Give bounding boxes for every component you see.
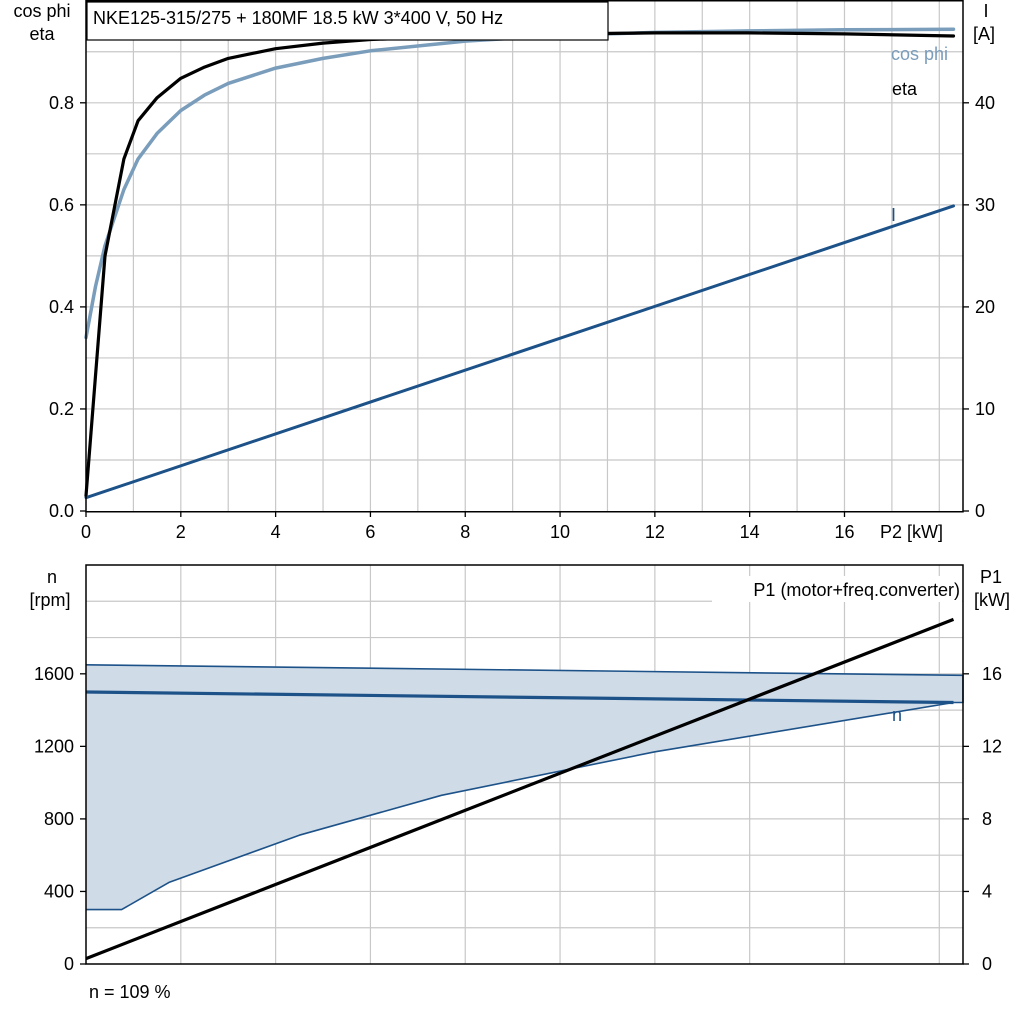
p1-axis-label-line1: P1 — [980, 567, 1002, 587]
legend-n: n — [892, 705, 902, 725]
y-left-label-line2: eta — [29, 24, 55, 44]
legend-cos-phi: cos phi — [891, 44, 948, 64]
bottom-plot-frame — [85, 564, 964, 965]
x-tick-label: 0 — [81, 522, 91, 542]
p1-label-background — [712, 576, 962, 602]
x-tick-label: 16 — [834, 522, 854, 542]
y-right-tick-label: 40 — [975, 93, 995, 113]
speed-annotation: n = 109 % — [89, 982, 171, 1002]
eta-curve — [84, 31, 956, 498]
n-tick-label: 1200 — [34, 736, 74, 756]
x-tick-label: 8 — [460, 522, 470, 542]
y-left-label-line1: cos phi — [13, 1, 70, 21]
n-tick-label: 1600 — [34, 664, 74, 684]
speed-n-line — [85, 690, 954, 705]
y-right-tick-label: 0 — [975, 501, 985, 521]
bottom-chart-panel: 0 400 800 1200 1600 0 4 8 12 16 n [rpm] P1 [kW] P… — [29, 564, 1010, 1002]
n-tick-label: 0 — [64, 954, 74, 974]
title-box — [86, 1, 609, 41]
x-tick-label: 6 — [365, 522, 375, 542]
p1-tick-label: 4 — [982, 881, 992, 901]
legend-eta: eta — [892, 79, 918, 99]
y-left-tick-label: 0.4 — [49, 297, 74, 317]
chart-title: NKE125-315/275 + 180MF 18.5 kW 3*400 V, … — [93, 8, 503, 28]
p1-tick-label: 8 — [982, 809, 992, 829]
top-plot-frame — [85, 0, 964, 513]
p1-power-line — [85, 617, 955, 961]
x-tick-label: 14 — [740, 522, 760, 542]
y-right-tick-label: 20 — [975, 297, 995, 317]
p1-tick-label: 0 — [982, 954, 992, 974]
x-tick-label: 12 — [645, 522, 665, 542]
p1-tick-label: 16 — [982, 664, 1002, 684]
x-tick-label: 4 — [271, 522, 281, 542]
y-left-tick-label: 0.8 — [49, 93, 74, 113]
n-tick-label: 400 — [44, 881, 74, 901]
n-axis-label-line1: n — [47, 567, 57, 587]
y-left-tick-label: 0.2 — [49, 399, 74, 419]
y-right-label-line1: I — [983, 1, 988, 21]
x-tick-label: 10 — [550, 522, 570, 542]
legend-p1: P1 (motor+freq.converter) — [753, 580, 960, 600]
operating-range-area — [86, 664, 963, 910]
top-chart-panel: 0 2 4 6 8 10 12 14 16 0.0 0.2 0.4 0.6 0.8 0 10 20 30 40 NK… — [13, 0, 995, 542]
y-left-tick-label: 0.6 — [49, 195, 74, 215]
n-axis-label-line2: [rpm] — [29, 590, 70, 610]
bottom-series — [85, 617, 964, 961]
top-gridlines — [86, 0, 963, 511]
p1-axis-label-line2: [kW] — [974, 590, 1010, 610]
bottom-tick-labels: 0 400 800 1200 1600 0 4 8 12 16 — [34, 664, 1002, 974]
cos-phi-curve — [84, 27, 956, 340]
top-series — [84, 27, 956, 500]
x-tick-label: 2 — [176, 522, 186, 542]
current-line — [84, 204, 955, 500]
n-tick-label: 800 — [44, 809, 74, 829]
y-right-tick-label: 10 — [975, 399, 995, 419]
top-tick-labels: 0 2 4 6 8 10 12 14 16 0.0 0.2 0.4 0.6 0.8 0 10 20 30 40 — [49, 93, 995, 542]
y-right-label-line2: [A] — [973, 24, 995, 44]
p1-tick-label: 12 — [982, 736, 1002, 756]
x-axis-label: P2 [kW] — [880, 522, 943, 542]
y-right-tick-label: 30 — [975, 195, 995, 215]
legend-current: I — [891, 205, 896, 225]
y-left-tick-label: 0.0 — [49, 501, 74, 521]
